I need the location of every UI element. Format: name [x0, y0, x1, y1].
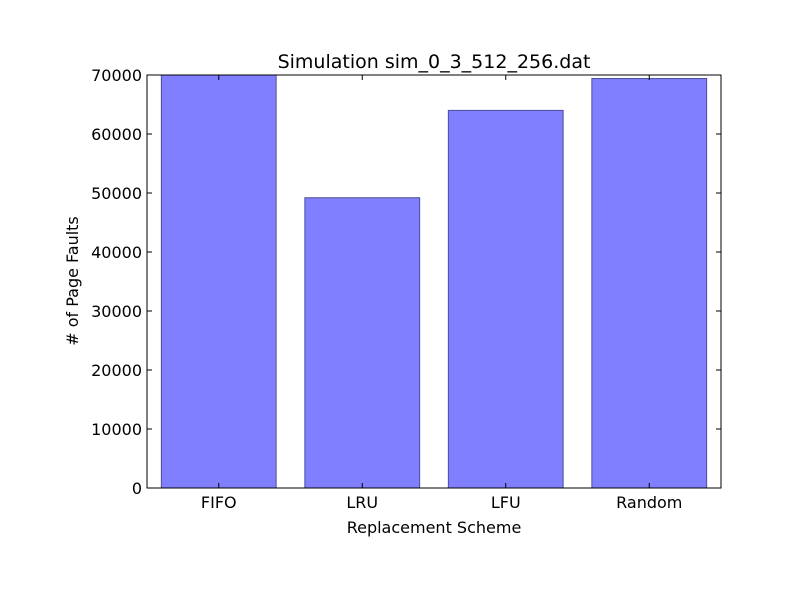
bars-layer	[160, 74, 708, 489]
x-tick-label: Random	[616, 493, 682, 512]
y-tick-label: 10000	[91, 420, 142, 439]
plot-frame	[146, 74, 722, 489]
y-axis-label: # of Page Faults	[63, 216, 82, 346]
x-axis-label: Replacement Scheme	[347, 518, 522, 537]
x-tick-label: FIFO	[201, 493, 237, 512]
y-tick-label: 60000	[91, 125, 142, 144]
y-tick-label: 70000	[91, 66, 142, 85]
y-tick-label: 0	[132, 479, 142, 498]
chart-title: Simulation sim_0_3_512_256.dat	[278, 51, 591, 73]
y-tick-label: 20000	[91, 361, 142, 380]
bar-lru	[304, 197, 421, 489]
x-tick-label: LRU	[346, 493, 378, 512]
x-tick-label: LFU	[491, 493, 521, 512]
y-tick-label: 50000	[91, 184, 142, 203]
y-tick-label: 30000	[91, 302, 142, 321]
y-tick-label: 40000	[91, 243, 142, 262]
bar-fifo	[160, 74, 277, 489]
ticks-layer: FIFO LRU LFU Random 0 10000 20000 30000 40000 500…	[91, 66, 721, 512]
bar-lfu	[447, 109, 564, 489]
bar-random	[591, 78, 708, 489]
